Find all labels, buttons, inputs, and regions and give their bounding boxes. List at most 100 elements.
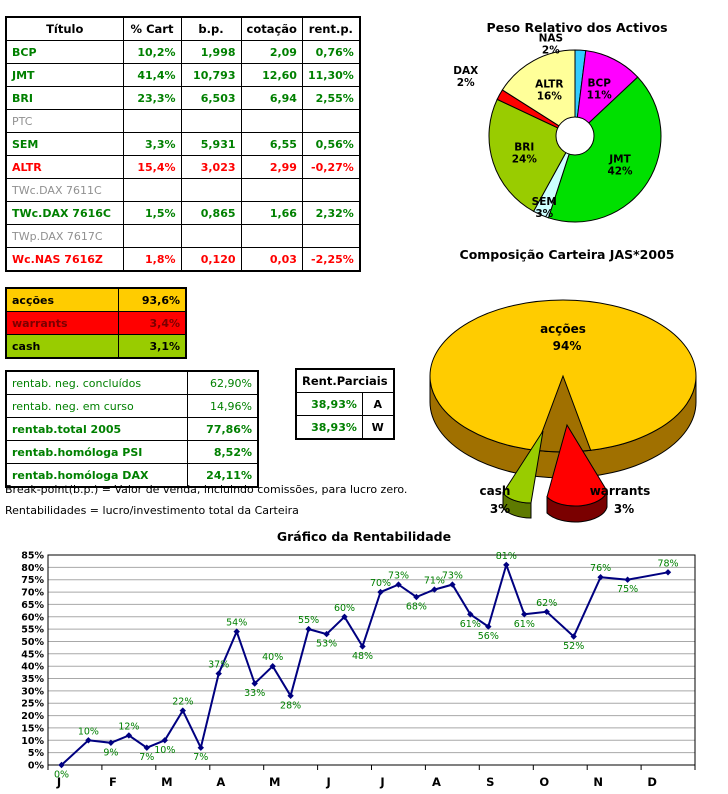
ticker-cell[interactable]: PTC [5,109,124,133]
pie2-label-warrants: warrants [590,484,651,498]
rent-parcial-cell[interactable] [301,178,361,202]
returns-label-cell[interactable]: rentab. neg. concluídos [5,370,188,395]
cotacao-cell[interactable] [240,178,303,202]
svg-text:55%: 55% [21,625,44,636]
allocation-row: acções 93,6% [5,287,187,312]
ticker-cell[interactable]: BCP [5,40,124,64]
portfolio-column-header[interactable]: cotação [240,16,303,41]
portfolio-row: PTC [5,109,361,133]
returns-value-cell[interactable]: 14,96% [186,394,259,418]
returns-label-cell[interactable]: rentab.homóloga DAX [5,463,188,488]
portfolio-column-header[interactable]: b.p. [180,16,242,41]
portfolio-column-header[interactable]: % Cart [122,16,182,41]
rent-parcial-cell[interactable]: 2,55% [301,86,361,110]
partials-row: 38,93% A [295,392,395,416]
break-point-cell[interactable]: 10,793 [180,63,242,87]
cotacao-cell[interactable]: 6,94 [240,86,303,110]
svg-text:78%: 78% [657,558,678,569]
returns-value-cell[interactable]: 77,86% [186,417,259,441]
month-label: D [647,775,657,789]
pie1-label-DAX: DAX 2% [453,65,478,89]
pct-carteira-cell[interactable]: 1,8% [122,247,182,272]
returns-row: rentab.total 2005 77,86% [5,417,259,441]
returns-label-cell[interactable]: rentab.homóloga PSI [5,440,188,464]
pct-carteira-cell[interactable]: 23,3% [122,86,182,110]
pct-carteira-cell[interactable]: 15,4% [122,155,182,179]
returns-value-cell[interactable]: 8,52% [186,440,259,464]
pct-carteira-cell[interactable]: 10,2% [122,40,182,64]
pct-carteira-cell[interactable]: 3,3% [122,132,182,156]
partials-value-cell[interactable]: 38,93% [295,392,363,416]
line-chart-rentabilidade[interactable]: Gráfico da Rentabilidade 0%5%10%15%20%25%… [0,525,728,794]
pie2-cash-top [502,430,544,504]
ticker-cell[interactable]: Wc.NAS 7616Z [5,247,124,272]
ticker-cell[interactable]: BRI [5,86,124,110]
allocation-label-cell[interactable]: warrants [5,311,119,335]
month-label: J [379,775,384,789]
break-point-cell[interactable]: 3,023 [180,155,242,179]
cotacao-cell[interactable]: 0,03 [240,247,303,272]
cotacao-cell[interactable]: 1,66 [240,201,303,225]
returns-label-cell[interactable]: rentab.total 2005 [5,417,188,441]
partials-title[interactable]: Rent.Parciais [295,368,395,393]
break-point-cell[interactable]: 0,120 [180,247,242,272]
svg-text:20%: 20% [21,711,44,722]
cotacao-cell[interactable]: 2,09 [240,40,303,64]
cotacao-cell[interactable] [240,109,303,133]
ticker-cell[interactable]: TWp.DAX 7617C [5,224,124,248]
returns-value-cell[interactable]: 62,90% [186,370,259,395]
pie2-label-accoes: acções [540,322,586,336]
cotacao-cell[interactable]: 12,60 [240,63,303,87]
rent-parcial-cell[interactable] [301,224,361,248]
ticker-cell[interactable]: SEM [5,132,124,156]
ticker-cell[interactable]: JMT [5,63,124,87]
allocation-value-cell[interactable]: 93,6% [117,287,187,312]
break-point-cell[interactable]: 6,503 [180,86,242,110]
ticker-cell[interactable]: TWc.DAX 7611C [5,178,124,202]
rent-parcial-cell[interactable]: 11,30% [301,63,361,87]
allocation-value-cell[interactable]: 3,4% [117,311,187,335]
data-labels: 0%10%9%12%7%10%22%7%37%54%33%40%28%55%53… [54,551,679,781]
break-point-cell[interactable]: 0,865 [180,201,242,225]
break-point-cell[interactable]: 5,931 [180,132,242,156]
portfolio-column-header[interactable]: rent.p. [301,16,361,41]
linechart-title: Gráfico da Rentabilidade [277,529,451,544]
returns-value-cell[interactable]: 24,11% [186,463,259,488]
cotacao-cell[interactable]: 6,55 [240,132,303,156]
note-breakpoint: Break-point(b.p.) = Valor de venda, incl… [5,483,408,496]
portfolio-row: TWp.DAX 7617C [5,224,361,248]
allocation-label-cell[interactable]: acções [5,287,119,312]
cotacao-cell[interactable] [240,224,303,248]
allocation-row: warrants 3,4% [5,311,187,335]
rent-parcial-cell[interactable]: 0,76% [301,40,361,64]
pct-carteira-cell[interactable] [122,178,182,202]
rent-parcial-cell[interactable]: 2,32% [301,201,361,225]
pct-carteira-cell[interactable]: 41,4% [122,63,182,87]
partials-value-cell[interactable]: 38,93% [295,415,363,440]
portfolio-column-header[interactable]: Título [5,16,124,41]
rent-parcial-cell[interactable] [301,109,361,133]
ticker-cell[interactable]: TWc.DAX 7616C [5,201,124,225]
allocation-value-cell[interactable]: 3,1% [117,334,187,359]
returns-label-cell[interactable]: rentab. neg. em curso [5,394,188,418]
pct-carteira-cell[interactable] [122,109,182,133]
break-point-cell[interactable]: 1,998 [180,40,242,64]
break-point-cell[interactable] [180,178,242,202]
svg-text:61%: 61% [514,619,535,630]
partials-letter-cell[interactable]: W [361,415,395,440]
cotacao-cell[interactable]: 2,99 [240,155,303,179]
partials-letter-cell[interactable]: A [361,392,395,416]
allocation-label-cell[interactable]: cash [5,334,119,359]
pie2-title: Composição Carteira JAS*2005 [460,247,675,262]
pie-chart-carteira[interactable]: Composição Carteira JAS*2005 acções 94% cas… [415,243,725,525]
rent-parcial-cell[interactable]: 0,56% [301,132,361,156]
rent-parcial-cell[interactable]: -0,27% [301,155,361,179]
y-axis-labels: 0% 5%10% 15%20%25% 30%35%40% 45%50%55% 60%65%… [21,551,44,772]
break-point-cell[interactable] [180,109,242,133]
pct-carteira-cell[interactable] [122,224,182,248]
break-point-cell[interactable] [180,224,242,248]
rent-parcial-cell[interactable]: -2,25% [301,247,361,272]
ticker-cell[interactable]: ALTR [5,155,124,179]
pct-carteira-cell[interactable]: 1,5% [122,201,182,225]
